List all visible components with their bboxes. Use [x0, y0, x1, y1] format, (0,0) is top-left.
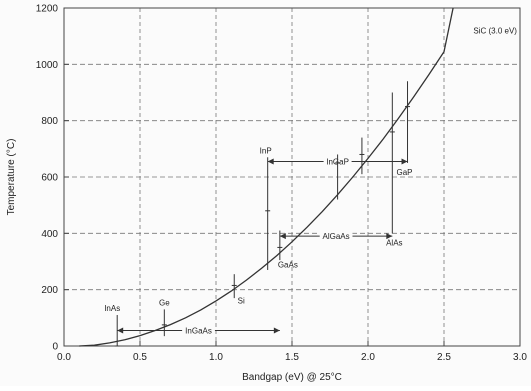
material-label-alas: AlAs [386, 238, 402, 247]
arrow-head [401, 158, 408, 165]
arrow-head [386, 233, 393, 240]
material-label-ge: Ge [159, 298, 170, 307]
material-label-inas: InAs [104, 304, 120, 313]
arrow-head [267, 158, 274, 165]
axes: 0.0 0.5 1.0 1.5 2.0 2.5 3.0 0 200 400 600 800 1000 12… [36, 4, 528, 364]
arrow-head [273, 327, 280, 334]
range-label-algaas: AlGaAs [323, 232, 350, 241]
material-label-si: Si [238, 296, 245, 305]
x-axis-label: Bandgap (eV) @ 25°C [242, 372, 342, 383]
x-tick-label: 2.0 [361, 352, 375, 363]
temperature-curve [79, 7, 454, 347]
x-tick-label: 0.0 [57, 352, 71, 363]
y-axis-label: Temperature (°C) [6, 139, 17, 216]
text-labels: Bandgap (eV) @ 25°C Temperature (°C) [6, 139, 342, 383]
x-tick-label: 2.5 [437, 352, 451, 363]
y-tick-label: 1000 [36, 60, 59, 71]
y-tick-label: 800 [41, 116, 58, 127]
material-markers: InAs Ge Si InP GaAs AlAs GaP SiC (3.0 eV) [104, 27, 517, 347]
y-tick-label: 400 [41, 229, 58, 240]
range-label-bg [319, 231, 353, 242]
grid [64, 8, 520, 346]
arrow-head [279, 233, 286, 240]
x-tick-label: 0.5 [133, 352, 147, 363]
series-curve [79, 7, 454, 347]
sic-annotation: SiC (3.0 eV) [473, 27, 517, 36]
x-tick-label: 1.0 [209, 352, 223, 363]
x-tick-label: 1.5 [285, 352, 299, 363]
y-tick-label: 0 [52, 342, 58, 353]
material-label-gap: GaP [397, 168, 413, 177]
y-tick-label: 200 [41, 285, 58, 296]
material-label-gaas: GaAs [278, 260, 298, 269]
x-tick-label: 3.0 [513, 352, 527, 363]
y-tick-label: 1200 [36, 4, 59, 15]
material-label-inp: InP [260, 146, 272, 155]
arrow-head [117, 327, 124, 334]
range-label-ingaas: InGaAs [185, 327, 212, 336]
range-label-bg [182, 325, 215, 336]
y-tick-label: 600 [41, 173, 58, 184]
